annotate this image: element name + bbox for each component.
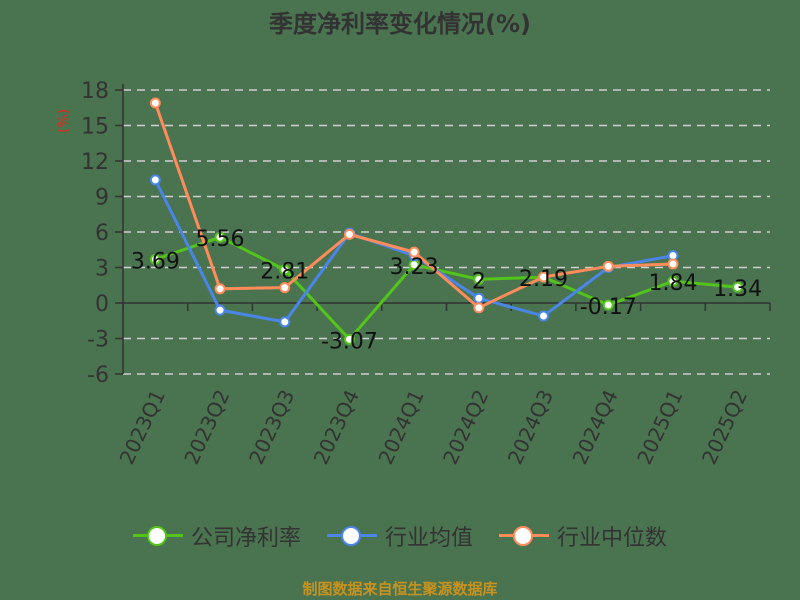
- data-point[interactable]: [408, 246, 420, 258]
- grid-lines: [123, 89, 770, 375]
- data-point[interactable]: [732, 281, 744, 293]
- data-point[interactable]: [602, 260, 614, 272]
- data-point[interactable]: [473, 273, 485, 285]
- data-point[interactable]: [279, 316, 291, 328]
- series-lines: [149, 97, 744, 345]
- data-label: 2: [472, 269, 486, 294]
- x-tick-label: 2023Q1: [115, 386, 170, 468]
- y-tick-label: 18: [81, 79, 109, 104]
- x-tick-label: 2025Q2: [697, 386, 752, 468]
- data-point[interactable]: [667, 258, 679, 270]
- x-tick-label: 2024Q4: [567, 386, 622, 468]
- data-label: 3.23: [390, 255, 439, 280]
- data-label: 5.56: [196, 227, 245, 252]
- data-point[interactable]: [667, 275, 679, 287]
- data-label: 2.19: [519, 267, 568, 292]
- legend-label: 公司净利率: [190, 526, 301, 551]
- x-tick-label: 2023Q3: [244, 386, 299, 468]
- data-point[interactable]: [149, 97, 161, 109]
- data-point[interactable]: [279, 282, 291, 294]
- y-tick-label: 12: [81, 150, 109, 175]
- data-label: 2.81: [260, 260, 309, 285]
- legend-marker-icon: [499, 526, 549, 546]
- data-point[interactable]: [473, 292, 485, 304]
- y-tick-label: 3: [95, 257, 109, 282]
- data-point[interactable]: [214, 231, 226, 243]
- y-tick-label: -3: [87, 328, 109, 353]
- x-tick-label: 2024Q3: [503, 386, 558, 468]
- data-point[interactable]: [149, 174, 161, 186]
- data-labels: 3.69 5.56 2.81 -3.07 3.23 2 2.19 -0.17 1.84 1.34: [131, 227, 762, 354]
- legend-item[interactable]: 行业中位数: [499, 520, 667, 552]
- y-tick-label: -6: [87, 363, 109, 388]
- legend-marker-icon: [132, 526, 183, 546]
- legend-item[interactable]: 公司净利率: [132, 520, 301, 552]
- data-label: 1.34: [713, 277, 762, 302]
- x-tick-label: 2024Q2: [438, 386, 493, 468]
- data-point[interactable]: [538, 271, 550, 283]
- legend: 公司净利率 行业均值 行业中位数: [0, 520, 800, 552]
- data-point[interactable]: [214, 283, 226, 295]
- data-label: -3.07: [321, 329, 378, 354]
- x-tick-label: 2023Q2: [179, 386, 234, 468]
- x-tick-label: 2023Q4: [309, 386, 364, 468]
- data-source-note: 制图数据来自恒生聚源数据库: [302, 580, 498, 598]
- data-point[interactable]: [343, 333, 355, 345]
- y-tick-label: 0: [95, 292, 109, 317]
- series-line: [154, 235, 738, 342]
- x-tick-label: 2024Q1: [373, 386, 428, 468]
- legend-label: 行业均值: [384, 526, 473, 551]
- data-label: 1.84: [648, 271, 697, 296]
- legend-marker-icon: [326, 526, 377, 546]
- data-point[interactable]: [538, 310, 550, 322]
- x-tick-label: 2025Q1: [632, 386, 687, 468]
- data-point[interactable]: [214, 304, 226, 316]
- data-point[interactable]: [343, 228, 355, 240]
- data-label: 3.69: [131, 249, 180, 274]
- legend-label: 行业中位数: [557, 526, 668, 551]
- y-tick-label: 9: [95, 186, 109, 211]
- data-point[interactable]: [473, 302, 485, 314]
- legend-item[interactable]: 行业均值: [326, 520, 473, 552]
- data-point[interactable]: [149, 253, 161, 265]
- y-tick-label: 15: [81, 115, 109, 140]
- data-point[interactable]: [602, 299, 614, 311]
- y-tick-label: 6: [95, 221, 109, 246]
- data-point[interactable]: [279, 264, 291, 276]
- chart-title: 季度净利率变化情况(%): [269, 10, 531, 38]
- data-label: -0.17: [580, 295, 637, 320]
